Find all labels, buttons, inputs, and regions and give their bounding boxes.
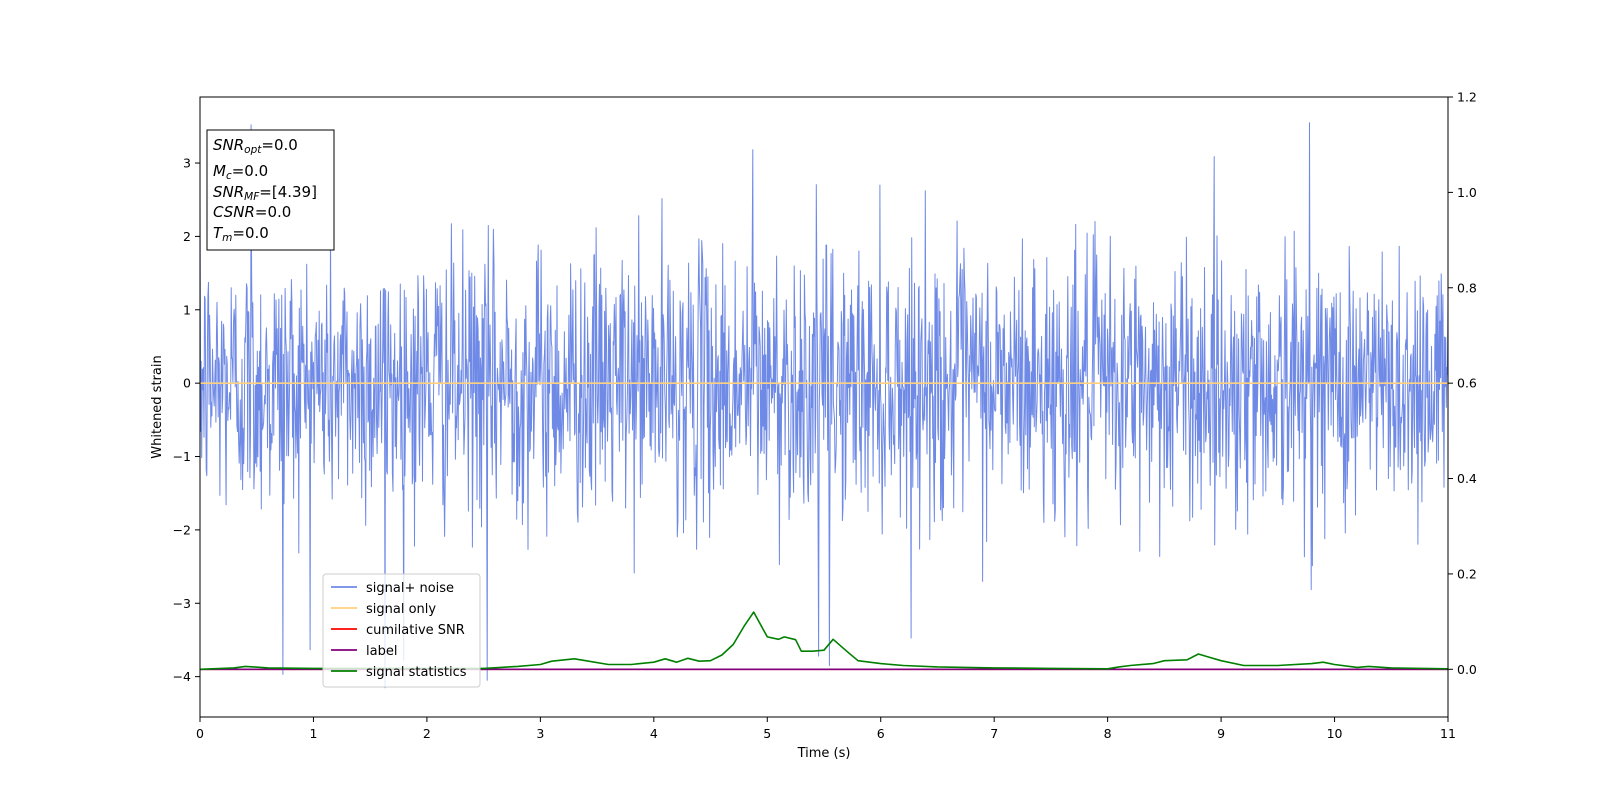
y-axis-label: Whitened strain	[150, 355, 165, 458]
y-tick-label: 2	[183, 229, 191, 244]
plot-frame	[199, 96, 1449, 718]
y-tick-label: 0	[183, 376, 191, 391]
legend-item: signal statistics	[331, 665, 467, 680]
annotation-line: SNRopt=0.0	[213, 136, 298, 156]
legend-label: label	[366, 644, 397, 659]
y2-tick-label: 1.2	[1457, 90, 1477, 105]
y-axis-right: 0.0 0.2 0.4 0.6 0.8 1.0 1.2	[1448, 90, 1477, 677]
x-tick-label: 6	[877, 726, 885, 741]
y-tick-label: −4	[173, 669, 191, 684]
x-tick-label: 7	[990, 726, 998, 741]
legend-item: label	[331, 644, 397, 659]
legend-item: signal only	[331, 602, 436, 617]
x-tick-label: 1	[309, 726, 317, 741]
x-tick-label: 4	[650, 726, 658, 741]
y2-tick-label: 0.8	[1457, 280, 1477, 295]
legend: signal+ noise signal only cumilative SNR la…	[322, 573, 481, 688]
annotation-line: Tm=0.0	[213, 224, 269, 244]
y-tick-label: −3	[173, 596, 191, 611]
x-tick-label: 8	[1104, 726, 1112, 741]
x-tick-label: 2	[423, 726, 431, 741]
y-axis-left: 3 2 1 0 −1 −2 −3 −4	[173, 156, 200, 684]
y-tick-label: −1	[173, 449, 191, 464]
x-tick-label: 5	[763, 726, 771, 741]
series-signal-statistics	[200, 611, 1448, 671]
x-axis-label: Time (s)	[797, 746, 851, 761]
x-tick-label: 11	[1440, 726, 1456, 741]
annotation-line: CSNR=0.0	[213, 203, 291, 221]
annotation-line: Mc=0.0	[213, 162, 268, 182]
y2-tick-label: 0.2	[1457, 566, 1477, 581]
y2-tick-label: 1.0	[1457, 185, 1477, 200]
y-tick-label: 1	[183, 302, 191, 317]
y2-tick-label: 0.6	[1457, 376, 1477, 391]
x-tick-label: 9	[1217, 726, 1225, 741]
annotation-line: SNRMF=[4.39]	[213, 183, 317, 203]
y2-tick-label: 0.0	[1457, 662, 1477, 677]
x-tick-label: 10	[1327, 726, 1343, 741]
legend-label: signal only	[366, 602, 436, 617]
legend-box	[322, 573, 481, 688]
y-tick-label: −2	[173, 522, 191, 537]
x-axis: 0 1 2 3 4 5 6 7 8 9 10 11	[196, 717, 1456, 741]
series-signal-noise	[200, 122, 1448, 689]
legend-label: signal+ noise	[366, 581, 454, 596]
annotation-frame	[206, 129, 335, 251]
y2-tick-label: 0.4	[1457, 471, 1477, 486]
x-tick-label: 0	[196, 726, 204, 741]
y-tick-label: 3	[183, 156, 191, 171]
x-tick-label: 3	[536, 726, 544, 741]
legend-item: signal+ noise	[331, 581, 454, 596]
legend-label: signal statistics	[366, 665, 467, 680]
legend-label: cumilative SNR	[366, 623, 465, 638]
legend-item: cumilative SNR	[331, 623, 465, 638]
